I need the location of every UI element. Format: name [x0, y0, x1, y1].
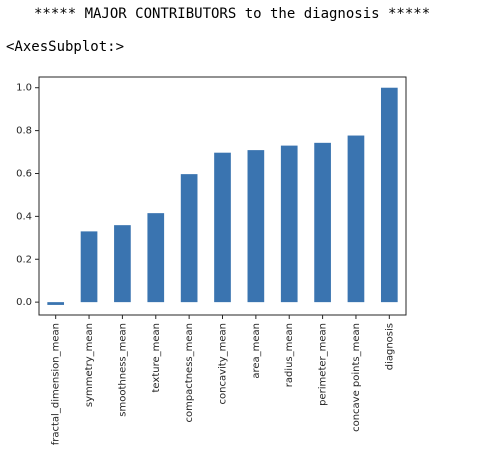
bar-compactness_mean: [180, 174, 198, 303]
bar-radius_mean: [280, 145, 298, 303]
x-tick-label: perimeter_mean: [318, 323, 329, 406]
y-tick-label: 0.8: [16, 126, 32, 137]
bar-concave-points_mean: [347, 135, 365, 303]
y-tick-label: 0.4: [16, 211, 32, 222]
bar-perimeter_mean: [314, 142, 331, 303]
x-tick-label: texture_mean: [151, 323, 162, 392]
y-tick-label: 0.0: [16, 297, 32, 308]
y-tick-label: 0.6: [16, 168, 32, 179]
x-tick-label: concave points_mean: [351, 323, 362, 432]
bar-area_mean: [247, 150, 265, 303]
bar-fractal_dimension_mean: [47, 302, 65, 305]
cell-output-text: ***** MAJOR CONTRIBUTORS to the diagnosi…: [34, 6, 431, 22]
x-axis: fractal_dimension_mean symmetry_mean smoot…: [51, 315, 395, 445]
x-tick-label: area_mean: [251, 323, 262, 379]
y-tick-label: 1.0: [16, 83, 32, 94]
x-tick-label: fractal_dimension_mean: [51, 323, 62, 445]
y-axis: 0.0 0.2 0.4 0.6 0.8 1.0: [16, 83, 39, 308]
x-tick-label: diagnosis: [384, 323, 395, 370]
bars-group: [47, 87, 398, 305]
x-tick-label: compactness_mean: [184, 323, 195, 423]
bar-smoothness_mean: [114, 225, 131, 303]
axes-repr-text: <AxesSubplot:>: [6, 39, 125, 55]
x-tick-label: smoothness_mean: [117, 323, 128, 417]
axes-frame: [38, 76, 407, 316]
x-tick-label: radius_mean: [284, 323, 295, 387]
y-tick-label: 0.2: [16, 254, 32, 265]
x-tick-label: concavity_mean: [218, 323, 229, 404]
bar-symmetry_mean: [80, 231, 98, 303]
bar-concavity_mean: [214, 152, 231, 303]
x-tick-label: symmetry_mean: [84, 323, 95, 407]
bar-texture_mean: [147, 213, 165, 303]
bar-diagnosis: [380, 87, 398, 303]
